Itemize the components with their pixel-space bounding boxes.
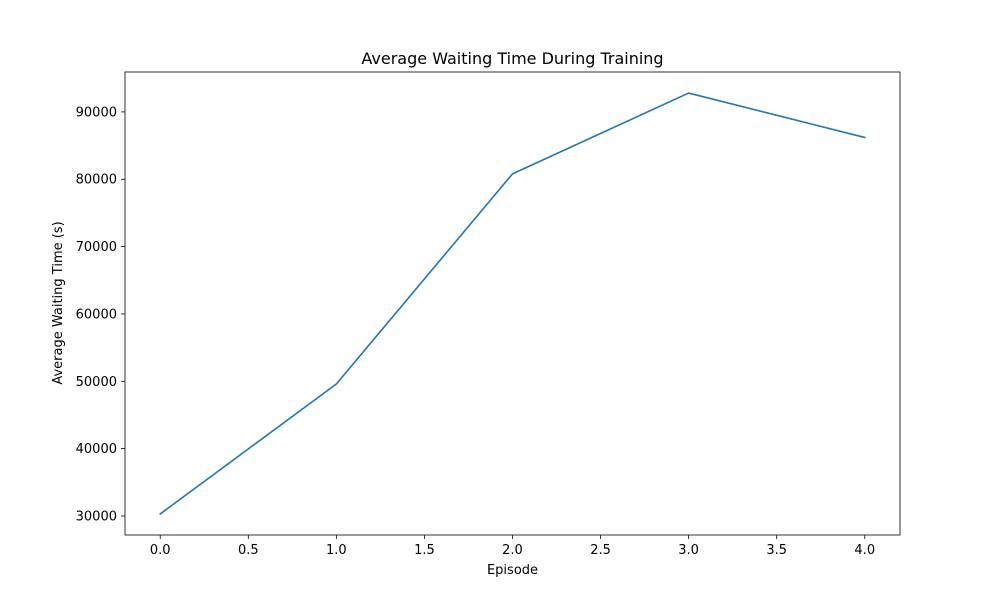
y-tick-label: 30000 bbox=[76, 509, 117, 524]
chart-title: Average Waiting Time During Training bbox=[361, 49, 663, 68]
x-tick-label: 0.0 bbox=[150, 543, 171, 558]
x-tick-label: 1.0 bbox=[326, 543, 347, 558]
y-tick-label: 50000 bbox=[76, 375, 117, 390]
y-tick-label: 80000 bbox=[76, 173, 117, 188]
y-axis-label: Average Waiting Time (s) bbox=[51, 221, 66, 384]
x-axis-label: Episode bbox=[487, 563, 538, 578]
y-tick-label: 40000 bbox=[76, 442, 117, 457]
y-tick-label: 70000 bbox=[76, 240, 117, 255]
x-tick-label: 0.5 bbox=[238, 543, 259, 558]
x-tick-label: 3.5 bbox=[766, 543, 787, 558]
x-tick-label: 2.0 bbox=[502, 543, 523, 558]
y-tick-label: 60000 bbox=[76, 307, 117, 322]
axes-frame bbox=[124, 71, 901, 536]
series-line bbox=[159, 92, 866, 516]
plot-area: 0.0 0.5 1.0 1.5 2.0 2.5 3.0 3.5 4.0 30000 40000 500… bbox=[76, 71, 901, 558]
x-tick-label: 1.5 bbox=[414, 543, 435, 558]
x-tick-label: 2.5 bbox=[590, 543, 611, 558]
x-tick-label: 3.0 bbox=[678, 543, 699, 558]
y-tick-label: 90000 bbox=[76, 105, 117, 120]
x-tick-label: 4.0 bbox=[854, 543, 875, 558]
